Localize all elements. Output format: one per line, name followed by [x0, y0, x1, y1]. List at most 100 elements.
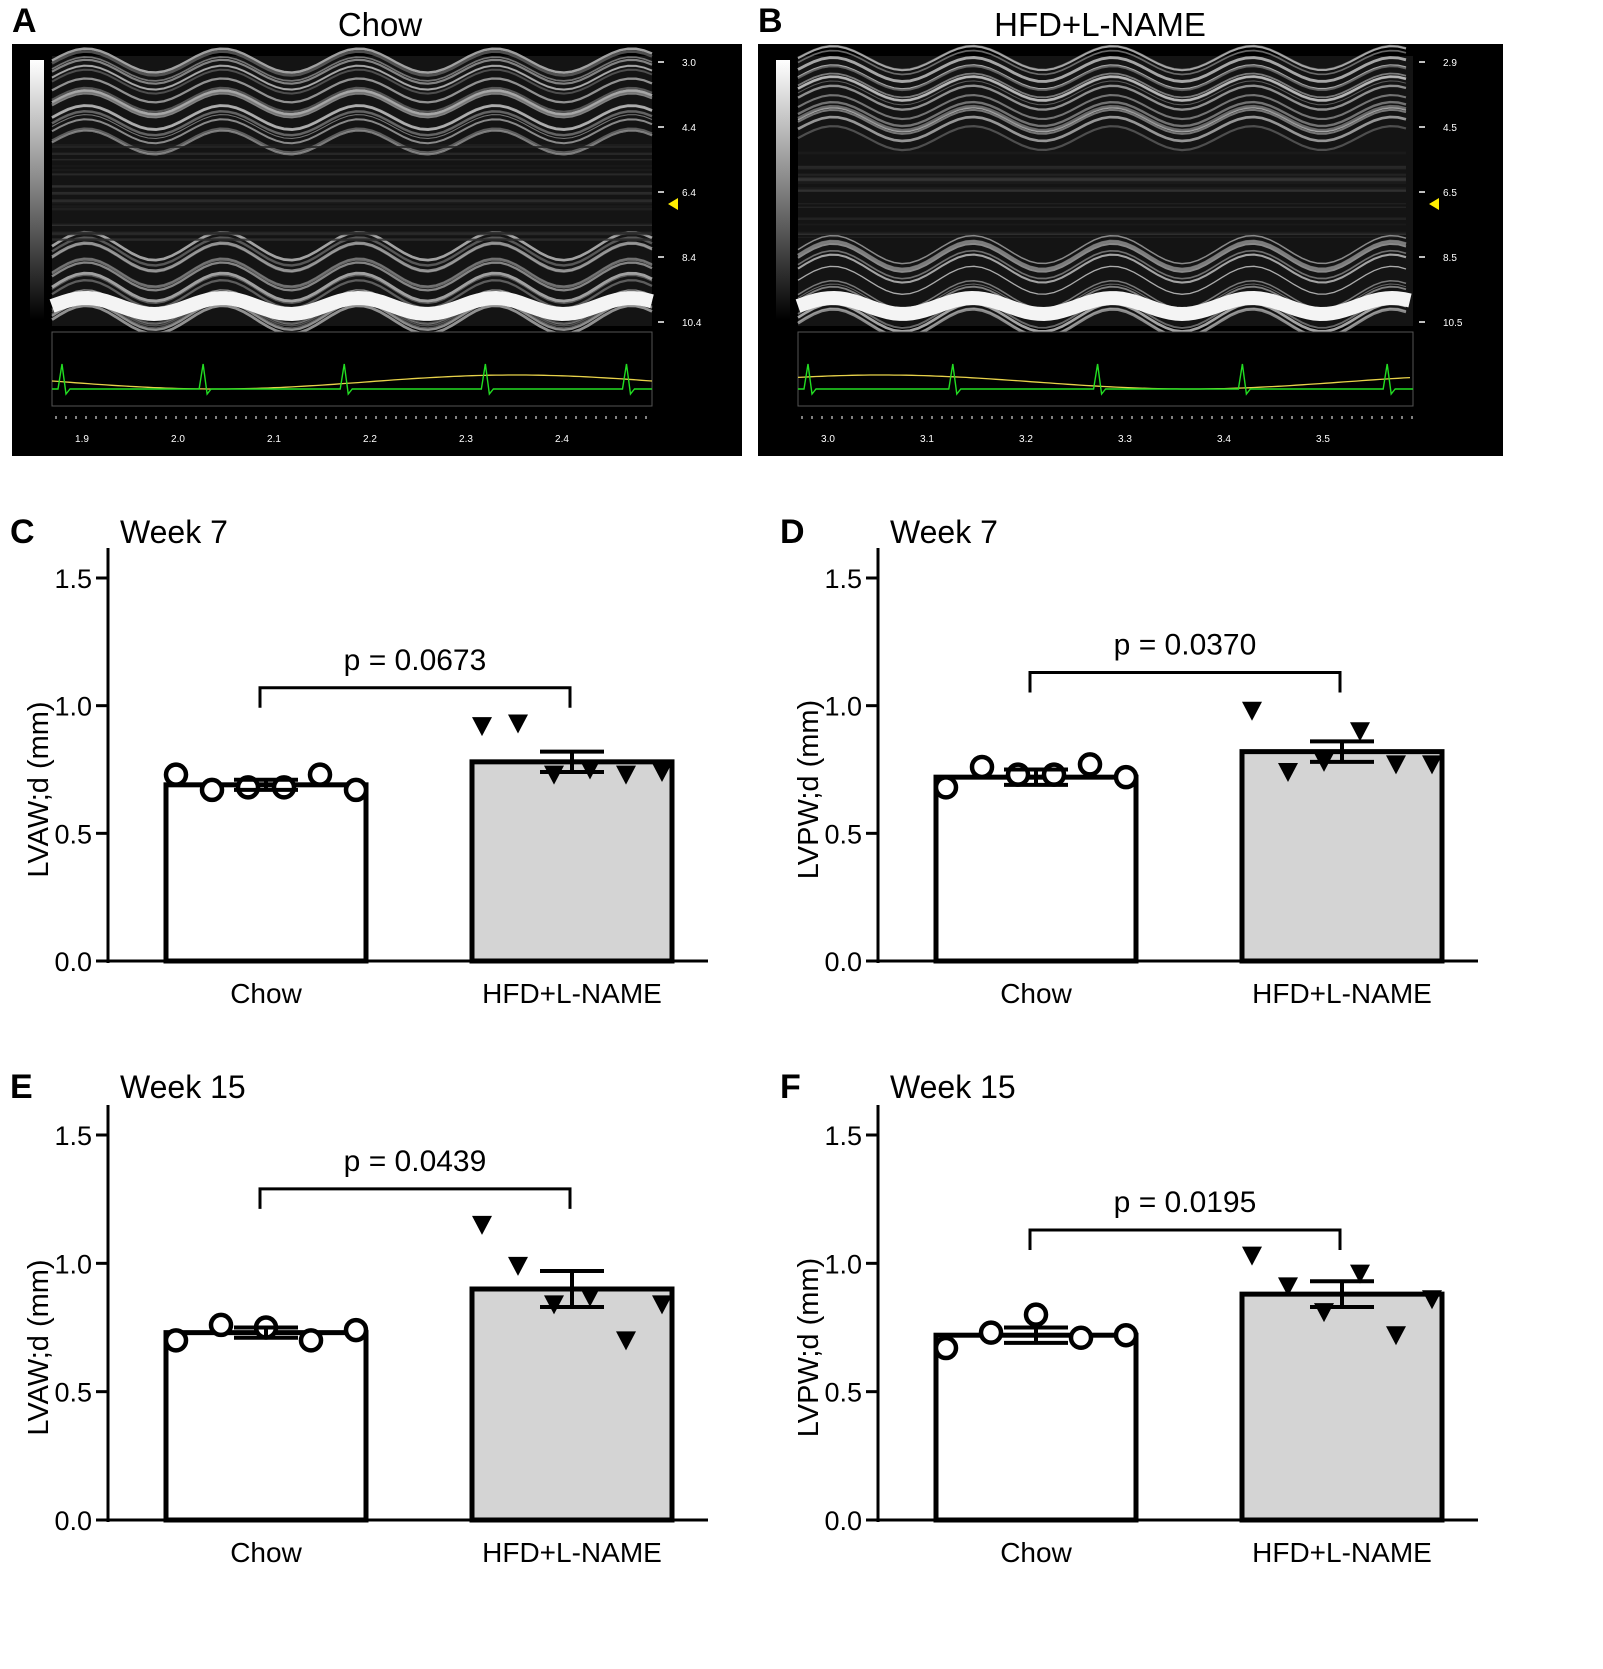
y-tick-label: 1.0 [54, 1249, 92, 1279]
mmode-streak [797, 107, 1407, 133]
mmode-streak [797, 249, 1407, 280]
data-point-triangle [544, 1295, 564, 1315]
y-tick-label: 0.0 [824, 947, 862, 977]
depth-tick-label: 4.4 [682, 123, 696, 134]
mmode-streak [51, 257, 653, 288]
mmode-streak [51, 118, 653, 145]
data-point-triangle [1422, 1290, 1442, 1310]
data-point-triangle [472, 717, 492, 737]
data-point-triangle [1242, 701, 1262, 721]
data-point-circle [163, 1328, 189, 1353]
grayscale-bar [776, 60, 790, 320]
bar-chart-d: D Week 7 0.0 0.5 1.0 1.5 LVPW;d (mm) Chow HFD+L-… [780, 513, 1478, 1009]
data-point-triangle [1386, 755, 1406, 775]
significance-bracket [1028, 1228, 1342, 1250]
data-point-circle [307, 762, 333, 787]
chart-title: Week 15 [890, 1069, 1016, 1105]
mmode-streak [51, 49, 653, 77]
mmode-streak [51, 130, 653, 156]
data-point-circle [1077, 752, 1103, 777]
mmode-streak [797, 56, 1407, 83]
y-tick-label: 0.5 [824, 819, 862, 849]
x-tick-label: Chow [1000, 1537, 1072, 1568]
time-tick-label: 3.0 [821, 434, 835, 445]
y-tick-label: 0.5 [824, 1378, 862, 1408]
data-point-triangle [1386, 1326, 1406, 1346]
posterior-wall-echo [49, 290, 654, 322]
mmode-streak [51, 243, 653, 273]
x-tick-label: HFD+L-NAME [482, 978, 662, 1009]
bar-hfd [1239, 1291, 1445, 1523]
mmode-streak [51, 64, 653, 91]
y-tick-label: 0.0 [54, 947, 92, 977]
data-point-circle [1113, 1322, 1139, 1348]
x-tick-label: HFD+L-NAME [1252, 978, 1432, 1009]
depth-tick-label: 8.4 [682, 253, 696, 264]
time-tick-label: 2.0 [171, 434, 185, 445]
p-value-annotation: p = 0.0439 [344, 1145, 487, 1178]
mmode-streak [51, 105, 653, 131]
data-point-triangle [616, 765, 636, 785]
bar-chow [933, 774, 1139, 964]
depth-marker-icon [668, 198, 678, 210]
data-point-circle [1023, 1302, 1049, 1327]
mmode-streak [797, 84, 1407, 111]
mmode-streak [51, 271, 653, 303]
mmode-streak [797, 115, 1407, 143]
chart-title: Week 7 [890, 514, 998, 550]
time-tick-label: 3.3 [1118, 434, 1132, 445]
mmode-streak [797, 80, 1407, 106]
data-point-circle [298, 1328, 324, 1353]
time-tick-label: 2.3 [459, 434, 473, 445]
y-tick-label: 1.5 [824, 1121, 862, 1151]
chart-title: Week 15 [120, 1069, 246, 1105]
data-point-triangle [652, 763, 672, 783]
depth-tick-label: 10.4 [682, 318, 702, 329]
y-tick-label: 1.5 [54, 564, 92, 594]
echo-mmode-image-a: 3.0 4.4 6.4 8.4 10.4 1.9 2.0 2.1 2.2 2.3 2.4 [12, 44, 742, 456]
respiration-trace [51, 374, 653, 390]
panel-letter-a: A [12, 2, 37, 40]
mmode-streak [797, 45, 1407, 72]
x-tick-label: HFD+L-NAME [1252, 1537, 1432, 1568]
mmode-streak [51, 241, 653, 272]
panel-letter: C [10, 513, 35, 551]
depth-tick-label: 6.5 [1443, 188, 1457, 199]
data-point-circle [1113, 764, 1139, 790]
mmode-streak [51, 91, 653, 119]
bar-chart-e: E Week 15 0.0 0.5 1.0 1.5 LVAW;d (mm) Chow HFD+L… [10, 1068, 708, 1568]
y-tick-label: 0.0 [54, 1506, 92, 1536]
data-point-circle [163, 762, 189, 787]
ecg-trace [798, 363, 1413, 396]
posterior-wall-echo [795, 290, 1412, 322]
p-value-annotation: p = 0.0195 [1114, 1186, 1257, 1219]
y-tick-label: 1.0 [824, 1249, 862, 1279]
data-point-triangle [472, 1215, 492, 1235]
mmode-streak [797, 240, 1407, 271]
mmode-streak [51, 86, 653, 113]
echo-title-chow: Chow [337, 6, 423, 43]
y-axis-label: LVAW;d (mm) [23, 701, 55, 877]
depth-marker-icon [1429, 198, 1439, 210]
data-point-triangle [1350, 722, 1370, 742]
data-point-triangle [1422, 755, 1442, 775]
data-point-circle [933, 1335, 959, 1361]
mmode-streak [797, 75, 1407, 102]
data-point-circle [343, 1317, 369, 1343]
significance-bracket [258, 686, 572, 708]
bar-chart-c: C Week 7 0.0 0.5 1.0 1.5 LVAW;d (mm) Chow HFD+L-… [10, 513, 708, 1009]
panel-letter: F [780, 1068, 801, 1106]
bar-hfd [1239, 749, 1445, 964]
data-point-triangle [508, 1256, 528, 1276]
data-point-triangle [1350, 1264, 1370, 1284]
time-tick-label: 2.1 [267, 434, 281, 445]
data-point-triangle [1278, 763, 1298, 783]
y-tick-label: 0.0 [824, 1506, 862, 1536]
significance-bracket [258, 1187, 572, 1209]
mmode-streak [51, 127, 653, 153]
data-point-circle [199, 777, 225, 803]
data-point-triangle [508, 714, 528, 734]
data-point-circle [978, 1320, 1004, 1345]
mmode-streak [797, 253, 1407, 284]
y-axis-label: LVPW;d (mm) [793, 1258, 825, 1437]
